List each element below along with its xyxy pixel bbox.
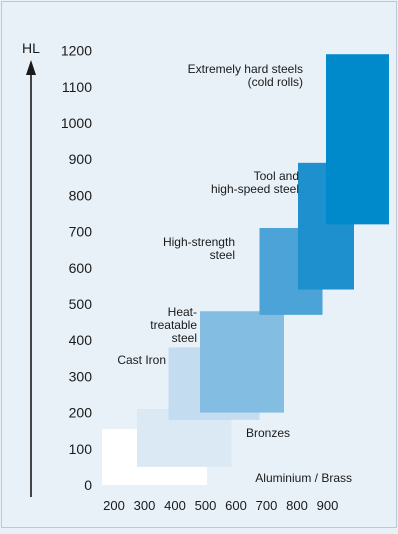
- material-label: steel: [172, 331, 197, 345]
- y-axis-arrow: [26, 60, 36, 75]
- material-label: Extremely hard steels: [188, 62, 303, 76]
- y-tick-label: 1000: [61, 115, 92, 131]
- material-box: [200, 311, 284, 413]
- material-label: treatable: [150, 318, 197, 332]
- y-tick-label: 200: [69, 405, 93, 421]
- y-tick-label: 1200: [61, 43, 92, 59]
- x-tick-label: 300: [134, 498, 156, 513]
- y-tick-label: 800: [69, 187, 93, 203]
- y-tick-label: 600: [69, 260, 93, 276]
- y-tick-label: 1100: [62, 79, 92, 95]
- material-box: [326, 54, 389, 225]
- x-tick-label: 600: [225, 498, 247, 513]
- y-tick-label: 900: [69, 151, 93, 167]
- y-tick-label: 400: [69, 332, 93, 348]
- material-label: Aluminium / Brass: [255, 471, 352, 485]
- x-tick-label: 200: [103, 498, 125, 513]
- material-label: steel: [210, 248, 235, 262]
- material-label: (cold rolls): [248, 75, 303, 89]
- material-label: Bronzes: [246, 426, 290, 440]
- x-tick-label: 400: [164, 498, 186, 513]
- x-tick-label: 500: [195, 498, 217, 513]
- material-label: Cast Iron: [117, 353, 166, 367]
- x-tick-label: 800: [286, 498, 308, 513]
- material-label: Heat-: [168, 305, 197, 319]
- y-axis-label: HL: [22, 40, 40, 56]
- y-tick-label: 500: [69, 296, 93, 312]
- material-label: high-speed steel: [211, 182, 299, 196]
- y-tick-label: 700: [69, 224, 93, 240]
- x-tick-label: 900: [317, 498, 339, 513]
- y-tick-label: 300: [69, 368, 93, 384]
- y-tick-label: 100: [69, 441, 93, 457]
- material-label: Tool and: [254, 169, 299, 183]
- y-tick-label: 0: [84, 477, 92, 493]
- material-label: High-strength: [163, 235, 235, 249]
- x-tick-label: 700: [256, 498, 278, 513]
